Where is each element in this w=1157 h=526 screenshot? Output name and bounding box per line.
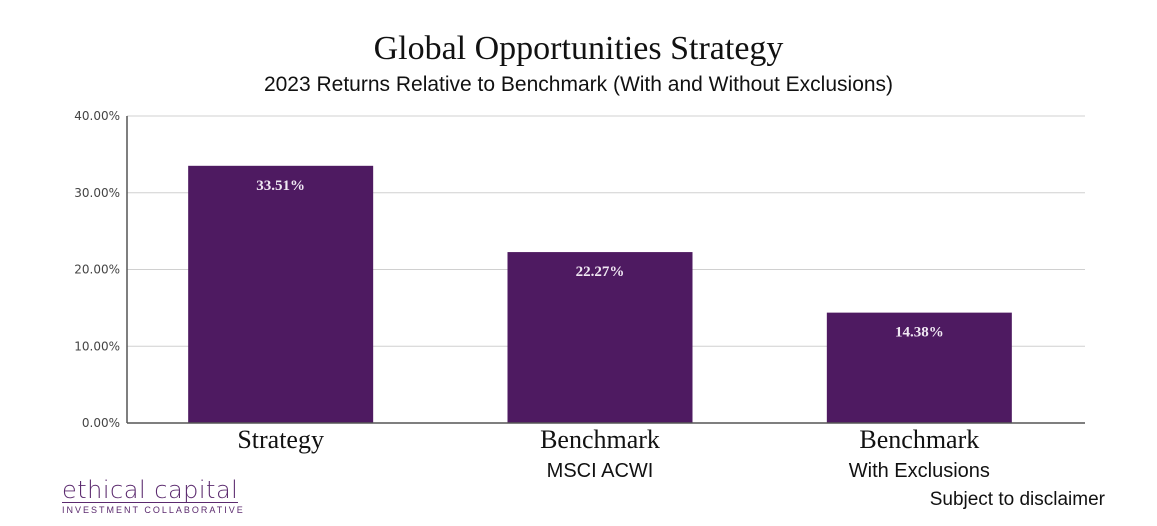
data-label: 33.51%: [256, 178, 305, 194]
bar: [826, 312, 1012, 423]
chart-subtitle: 2023 Returns Relative to Benchmark (With…: [263, 73, 894, 96]
y-tick-label: 40.00%: [74, 109, 120, 123]
logo-sub-text: INVESTMENT COLLABORATIVE: [62, 505, 245, 515]
disclaimer-text: Subject to disclaimer: [929, 489, 1105, 510]
x-tick-sublabel: MSCI ACWI: [547, 460, 654, 482]
y-tick-label: 20.00%: [74, 263, 120, 277]
ethical-capital-logo: ethical capital INVESTMENT COLLABORATIVE: [62, 478, 245, 515]
x-tick-sublabel: With Exclusions: [849, 460, 990, 482]
data-label: 22.27%: [576, 264, 625, 280]
data-label: 14.38%: [895, 325, 944, 341]
y-tick-label: 30.00%: [74, 186, 120, 200]
x-tick-label: Benchmark: [540, 425, 660, 454]
bar: [188, 165, 374, 424]
chart-title: Global Opportunities Strategy: [373, 30, 784, 67]
y-tick-label: 10.00%: [74, 339, 120, 353]
y-tick-label: 0.00%: [82, 416, 120, 430]
x-tick-label: Strategy: [237, 425, 324, 454]
bar: [507, 252, 693, 423]
x-tick-label: Benchmark: [859, 425, 979, 454]
logo-main-text: ethical capital: [62, 476, 239, 504]
